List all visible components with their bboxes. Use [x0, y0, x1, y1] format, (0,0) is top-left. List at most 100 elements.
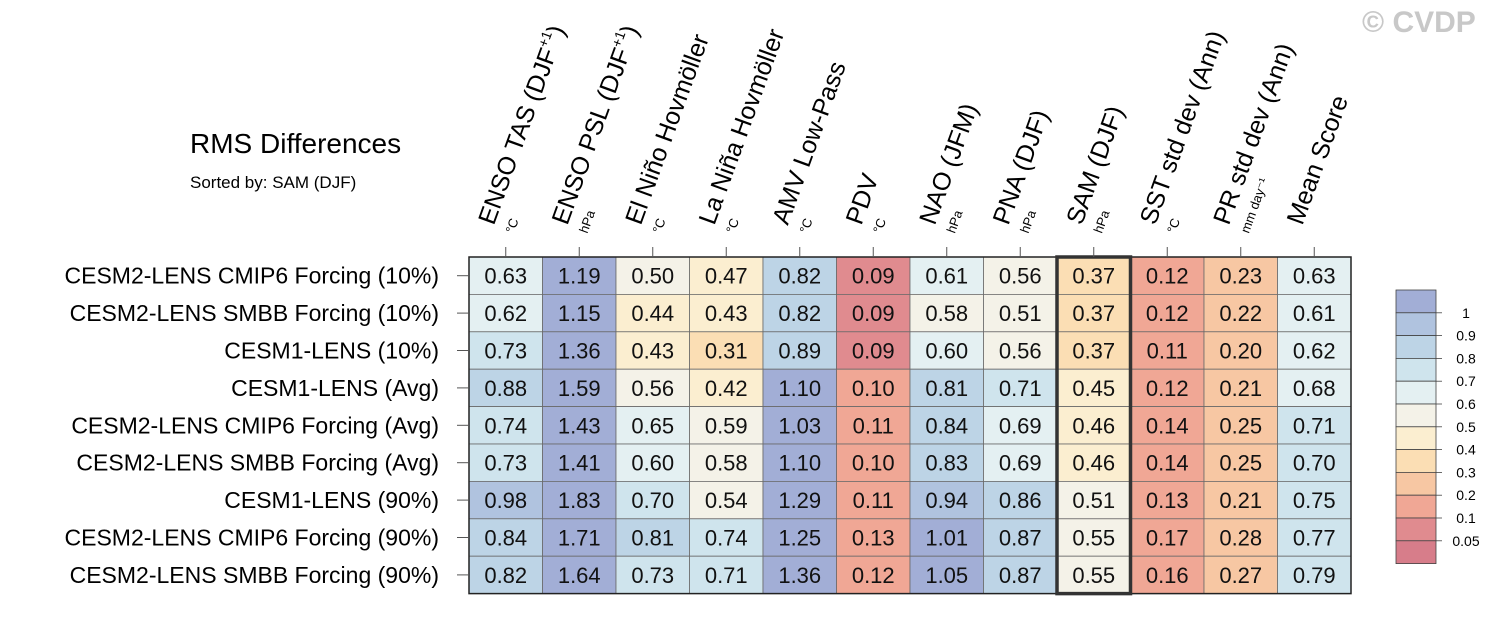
row-labels: CESM2-LENS CMIP6 Forcing (10%) CESM2-LENS… — [65, 263, 469, 588]
cell-value-label: 0.69 — [999, 451, 1042, 476]
heatmap-cell — [909, 368, 984, 408]
cell-value-label: 0.74 — [484, 413, 527, 438]
cell-value-label: 0.25 — [1219, 451, 1262, 476]
cell-value-label: 0.73 — [484, 339, 527, 364]
heatmap-cell — [689, 480, 764, 520]
heatmap-cell — [836, 368, 911, 408]
cell-value-label: 0.27 — [1219, 563, 1262, 588]
cell-value-label: 0.59 — [705, 413, 748, 438]
cell-value-label: 1.10 — [778, 451, 821, 476]
heatmap-cell — [542, 443, 617, 482]
cell-value-label: 0.81 — [925, 376, 968, 401]
row-label: CESM1-LENS (Avg) — [231, 375, 439, 401]
cell-value-label: 0.14 — [1146, 413, 1189, 438]
heatmap-cell — [983, 443, 1058, 482]
cell-value-label: 0.62 — [484, 301, 527, 326]
colorbar-tick-label: 0.2 — [1456, 487, 1476, 503]
cell-value-label: 0.47 — [705, 264, 748, 289]
cell-value-label: 0.63 — [1293, 264, 1336, 289]
heatmap-cell — [689, 443, 764, 482]
heatmap-cell — [762, 293, 837, 333]
cell-value-label: 0.42 — [705, 376, 748, 401]
column-unit-label: hPa — [576, 207, 598, 235]
cell-value-label: 0.87 — [999, 563, 1042, 588]
cell-value-label: 1.36 — [778, 563, 821, 588]
heatmap-cell — [836, 518, 911, 557]
colorbar-swatch — [1395, 426, 1437, 450]
cell-value-label: 0.82 — [484, 563, 527, 588]
colorbar-swatch — [1395, 289, 1437, 314]
cell-value-label: 0.71 — [999, 376, 1042, 401]
watermark: © CVDP — [1362, 6, 1476, 39]
cell-value-label: 0.87 — [999, 526, 1042, 551]
cell-value-label: 0.37 — [1072, 301, 1115, 326]
chart-title: RMS Differences — [190, 128, 402, 159]
heatmap-cells: 0.63 1.19 0.50 0.47 0.82 0.09 0.61 0.56 0.37 0.12… — [468, 256, 1352, 595]
cell-value-label: 0.74 — [705, 526, 748, 551]
cell-value-label: 0.09 — [852, 301, 895, 326]
column-label: AMV Low-Pass — [767, 58, 852, 228]
cell-value-label: 0.81 — [631, 526, 674, 551]
heatmap-cell — [689, 555, 764, 595]
heatmap-cell — [1277, 406, 1352, 445]
heatmap-cell — [762, 518, 837, 557]
colorbar-tick-label: 0.1 — [1456, 510, 1476, 526]
colorbar-tick-label: 1 — [1462, 305, 1470, 321]
colorbar-swatch — [1395, 471, 1437, 496]
colorbar-tick-label: 0.6 — [1456, 396, 1476, 412]
cell-value-label: 1.05 — [925, 563, 968, 588]
row-label: CESM2-LENS SMBB Forcing (10%) — [70, 300, 439, 326]
heatmap-cell — [1277, 555, 1352, 595]
column-unit-label: hPa — [943, 207, 965, 235]
heatmap-cell — [1203, 555, 1278, 595]
heatmap-cell — [836, 331, 911, 370]
cell-value-label: 1.83 — [558, 488, 601, 513]
row-label: CESM2-LENS CMIP6 Forcing (Avg) — [71, 412, 439, 438]
heatmap-cell — [1203, 293, 1278, 333]
heatmap-cell — [615, 331, 690, 370]
cell-value-label: 0.62 — [1293, 339, 1336, 364]
row-label: CESM2-LENS CMIP6 Forcing (90%) — [65, 525, 440, 551]
colorbar-tick-label: 0.8 — [1456, 350, 1476, 366]
cell-value-label: 1.03 — [778, 413, 821, 438]
cell-value-label: 0.71 — [705, 563, 748, 588]
heatmap-cell — [983, 518, 1058, 557]
heatmap-cell — [1056, 518, 1131, 557]
heatmap-cell — [689, 518, 764, 557]
cell-value-label: 1.36 — [558, 339, 601, 364]
column-unit-label: °C — [1164, 216, 1183, 235]
colorbar-tick-label: 0.9 — [1456, 328, 1476, 344]
cell-value-label: 0.60 — [631, 451, 674, 476]
colorbar-swatch — [1395, 449, 1437, 473]
cell-value-label: 0.37 — [1072, 264, 1115, 289]
cell-value-label: 0.58 — [705, 451, 748, 476]
cell-value-label: 1.71 — [558, 526, 601, 551]
heatmap-cell — [542, 256, 617, 295]
colorbar-tick-label: 0.5 — [1456, 419, 1476, 435]
heatmap-cell — [689, 406, 764, 445]
heatmap-cell — [983, 406, 1058, 445]
colorbar-swatch — [1395, 380, 1437, 405]
cell-value-label: 0.56 — [631, 376, 674, 401]
column-unit-label: °C — [723, 216, 742, 235]
column-unit-label: hPa — [1090, 207, 1112, 235]
heatmap-cell — [468, 555, 543, 595]
cell-value-label: 0.13 — [1146, 488, 1189, 513]
heatmap-cell — [1203, 443, 1278, 482]
cell-value-label: 1.15 — [558, 301, 601, 326]
heatmap-cell — [1277, 331, 1352, 370]
column-unit-label: hPa — [1017, 207, 1039, 235]
heatmap-cell — [1203, 518, 1278, 557]
heatmap-cell — [762, 443, 837, 482]
colorbar-swatch — [1395, 357, 1437, 382]
heatmap-cell — [836, 293, 911, 333]
heatmap-cell — [762, 368, 837, 408]
cell-value-label: 0.73 — [484, 451, 527, 476]
cell-value-label: 1.64 — [558, 563, 601, 588]
cell-value-label: 0.89 — [778, 339, 821, 364]
cell-value-label: 0.28 — [1219, 526, 1262, 551]
heatmap-cell — [836, 406, 911, 445]
cell-value-label: 0.75 — [1293, 488, 1336, 513]
cell-value-label: 0.77 — [1293, 526, 1336, 551]
